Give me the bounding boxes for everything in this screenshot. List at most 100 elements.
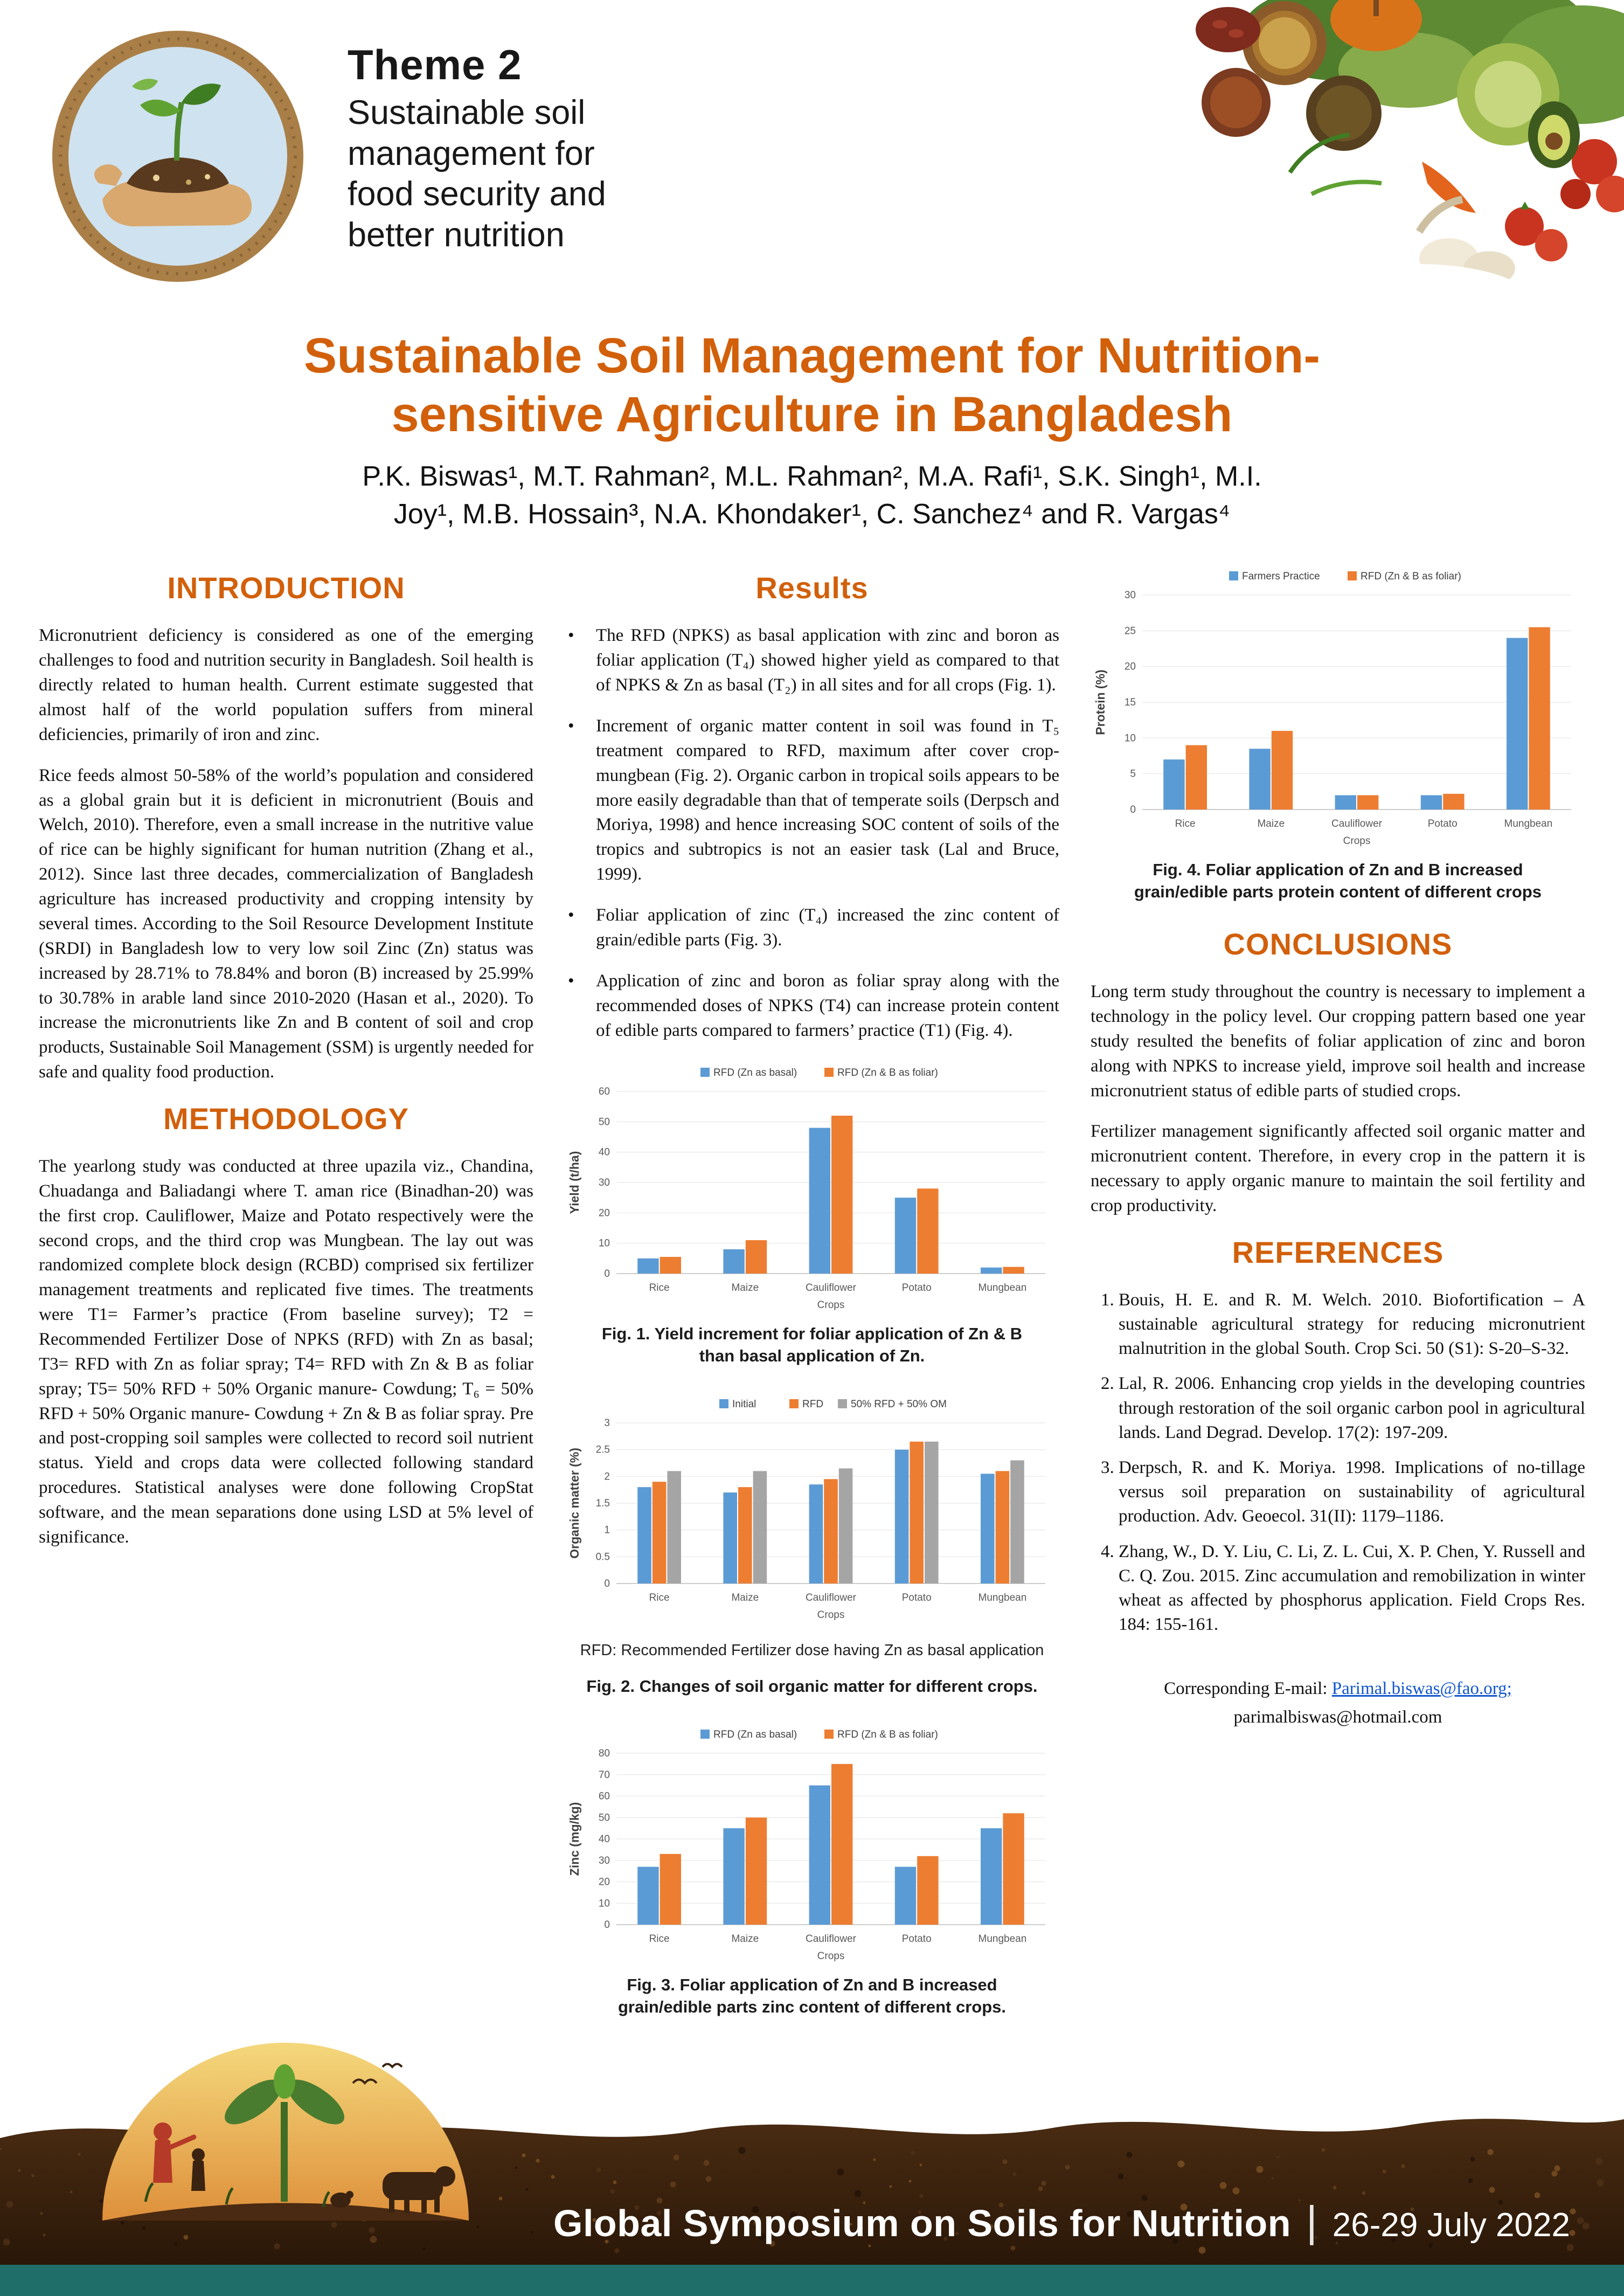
svg-text:Maize: Maize (1257, 818, 1285, 829)
author-list: P.K. Biswas¹, M.T. Rahman², M.L. Rahman²… (0, 458, 1624, 533)
svg-text:RFD: RFD (802, 1399, 823, 1410)
reference-2: Lal, R. 2006. Enhancing crop yields in t… (1119, 1372, 1585, 1445)
svg-text:10: 10 (599, 1238, 610, 1249)
svg-text:Crops: Crops (817, 1951, 845, 1962)
svg-text:RFD (Zn & B as foliar): RFD (Zn & B as foliar) (837, 1067, 938, 1078)
svg-text:0: 0 (604, 1578, 610, 1589)
svg-text:Maize: Maize (731, 1282, 759, 1294)
svg-text:0: 0 (1130, 804, 1136, 815)
fig4-caption: Fig. 4. Foliar application of Zn and B i… (1134, 860, 1542, 901)
results-bullet-2: Increment of organic matter content in s… (565, 714, 1059, 887)
contact-email-primary[interactable]: Parimal.biswas@fao.org; (1331, 1679, 1512, 1699)
author-line-1: P.K. Biswas¹, M.T. Rahman², M.L. Rahman²… (362, 461, 1262, 493)
conclusions-heading: CONCLUSIONS (1223, 927, 1453, 962)
svg-text:20: 20 (599, 1877, 610, 1888)
contact-email-secondary: parimalbiswas@hotmail.com (1233, 1707, 1442, 1727)
reference-3: Derpsch, R. and K. Moriya. 1998. Implica… (1119, 1456, 1585, 1529)
svg-text:0: 0 (604, 1268, 610, 1280)
symposium-dates: 26-29 July 2022 (1332, 2207, 1570, 2244)
svg-text:20: 20 (1125, 661, 1136, 673)
svg-text:Crops: Crops (817, 1299, 845, 1311)
svg-text:Rice: Rice (1175, 818, 1196, 829)
svg-text:Potato: Potato (902, 1282, 932, 1294)
left-column: INTRODUCTION Micronutrient deficiency is… (39, 563, 533, 2180)
svg-text:2: 2 (604, 1471, 610, 1482)
svg-text:Potato: Potato (1428, 818, 1458, 829)
bird-icon (352, 2078, 378, 2085)
footer-teal-bar (0, 2265, 1624, 2296)
theme-line-4: better nutrition (348, 216, 565, 254)
introduction-paragraph-1: Micronutrient deficiency is considered a… (39, 626, 533, 744)
svg-text:50% RFD + 50% OM: 50% RFD + 50% OM (851, 1399, 947, 1410)
svg-text:Protein (%): Protein (%) (1093, 670, 1107, 735)
poster-header: Theme 2 Sustainable soil management for … (0, 0, 1624, 353)
food-collage-image (934, 0, 1624, 353)
bird-icon (381, 2063, 403, 2069)
fig2-note: RFD: Recommended Fertilizer dose having … (580, 1641, 1044, 1659)
svg-text:Rice: Rice (649, 1282, 670, 1294)
svg-text:1: 1 (604, 1525, 610, 1536)
results-bullet-list: The RFD (NPKS) as basal application with… (565, 624, 1059, 1043)
svg-text:Mungbean: Mungbean (978, 1592, 1027, 1603)
svg-text:Zinc (mg/kg): Zinc (mg/kg) (567, 1802, 581, 1876)
svg-text:Mungbean: Mungbean (1504, 818, 1553, 829)
results-bullet-4: Application of zinc and boron as foliar … (565, 969, 1059, 1043)
svg-text:Crops: Crops (817, 1609, 845, 1621)
contact-label: Corresponding E-mail: (1164, 1679, 1328, 1699)
theme-line-3: food security and (348, 175, 606, 213)
results-heading: Results (755, 571, 869, 605)
svg-text:Organic matter (%): Organic matter (%) (567, 1448, 581, 1559)
theme-line-2: management for (348, 134, 595, 172)
svg-text:30: 30 (599, 1855, 610, 1866)
svg-text:Potato: Potato (902, 1933, 932, 1945)
reference-1: Bouis, H. E. and R. M. Welch. 2010. Biof… (1119, 1288, 1585, 1361)
fig3-caption: Fig. 3. Foliar application of Zn and B i… (618, 1975, 1006, 2016)
reference-list: Bouis, H. E. and R. M. Welch. 2010. Biof… (1091, 1288, 1585, 1637)
divider: | (1306, 2197, 1317, 2245)
results-bullet-3: Foliar application of zinc (T₄) increase… (565, 903, 1059, 953)
svg-text:40: 40 (599, 1147, 610, 1158)
middle-column: Results The RFD (NPKS) as basal applicat… (565, 563, 1059, 2180)
cow-silhouette-icon (383, 2172, 443, 2200)
svg-text:Mungbean: Mungbean (978, 1933, 1027, 1945)
svg-text:Maize: Maize (731, 1592, 759, 1603)
reference-4: Zhang, W., D. Y. Liu, C. Li, Z. L. Cui, … (1119, 1540, 1585, 1637)
poster-title-line1: Sustainable Soil Management for Nutritio… (303, 328, 1321, 383)
svg-text:Maize: Maize (731, 1933, 759, 1945)
poster-title-line2: sensitive Agriculture in Bangladesh (391, 386, 1233, 442)
conclusions-paragraph-2: Fertilizer management significantly affe… (1091, 1122, 1585, 1215)
conclusions-paragraph-1: Long term study throughout the country i… (1091, 982, 1585, 1101)
svg-text:0: 0 (604, 1919, 610, 1931)
methodology-paragraph: The yearlong study was conducted at thre… (39, 1156, 533, 1547)
svg-text:25: 25 (1125, 626, 1136, 637)
svg-text:Yield (t/ha): Yield (t/ha) (567, 1151, 581, 1214)
svg-text:Potato: Potato (902, 1592, 932, 1603)
fig2-organic-matter-chart: 0 0.5 1 1.5 2 2.5 3 Rice Maize Cauliflower Potato M… (565, 1391, 1059, 1628)
svg-text:3: 3 (604, 1417, 610, 1429)
svg-text:70: 70 (599, 1769, 610, 1781)
svg-text:5: 5 (1130, 769, 1136, 780)
svg-text:Cauliflower: Cauliflower (806, 1592, 857, 1603)
contact-block: Corresponding E-mail: Parimal.biswas@fao… (1091, 1675, 1585, 1732)
hand-soil-sprout-icon (52, 31, 303, 282)
fig1-yield-chart: 0 10 20 30 40 50 60 Rice Maize Cauliflower Potato M… (565, 1059, 1059, 1318)
person-silhouette-icon (154, 2122, 172, 2141)
svg-text:10: 10 (599, 1898, 610, 1910)
svg-text:15: 15 (1125, 697, 1136, 708)
svg-text:10: 10 (1125, 733, 1136, 744)
svg-text:0.5: 0.5 (596, 1551, 610, 1562)
introduction-paragraph-2: Rice feeds almost 50-58% of the world’s … (39, 765, 533, 1082)
sprout-icon (281, 2102, 288, 2202)
references-heading: REFERENCES (1232, 1235, 1444, 1269)
fig2-caption: Fig. 2. Changes of soil organic matter f… (586, 1676, 1038, 1696)
svg-text:Cauliflower: Cauliflower (1331, 818, 1383, 829)
svg-text:RFD (Zn as basal): RFD (Zn as basal) (713, 1729, 797, 1740)
svg-text:Crops: Crops (1343, 835, 1371, 847)
svg-text:Initial: Initial (732, 1399, 756, 1410)
svg-text:60: 60 (599, 1086, 610, 1097)
svg-text:60: 60 (599, 1791, 610, 1802)
poster-body: INTRODUCTION Micronutrient deficiency is… (0, 563, 1624, 2180)
svg-text:Rice: Rice (649, 1933, 670, 1945)
svg-text:1.5: 1.5 (596, 1498, 610, 1509)
